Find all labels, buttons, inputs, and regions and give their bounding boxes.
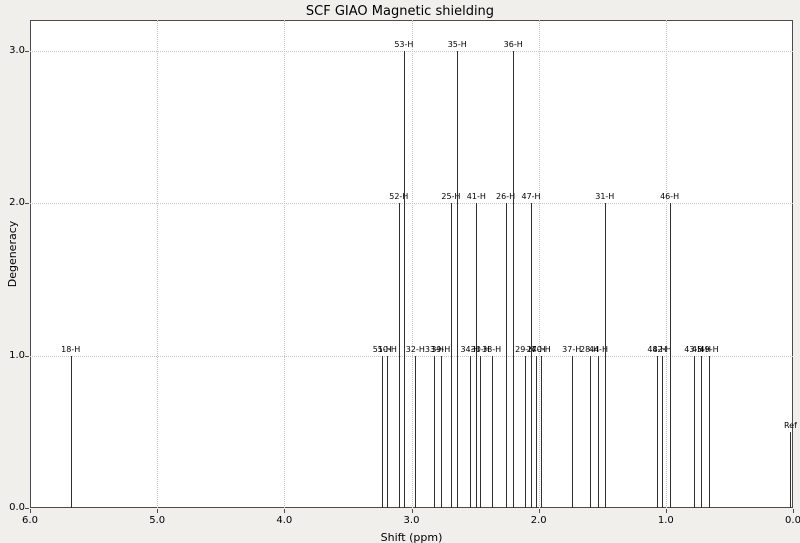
- peak-line: [701, 355, 703, 508]
- peak-label: 49-H: [699, 344, 719, 354]
- peak-line: [491, 355, 493, 508]
- x-axis-title: Shift (ppm): [380, 531, 443, 543]
- x-tick-mark: [538, 509, 540, 513]
- peak-line: [476, 203, 478, 508]
- y-tick-mark: [25, 203, 29, 204]
- peak-line: [536, 355, 538, 508]
- peak-label: 26-H: [496, 192, 516, 201]
- peak-line: [531, 203, 533, 508]
- peak-line: [709, 355, 711, 508]
- peak-line: [541, 355, 543, 508]
- peak-label: 30-H: [470, 344, 490, 354]
- peak-line: [790, 431, 792, 508]
- peak-line: [505, 203, 507, 508]
- y-tick-label: 0.0: [9, 502, 25, 513]
- peak-label: Ref: [783, 420, 797, 430]
- chart-title: SCF GIAO Magnetic shielding: [305, 4, 495, 19]
- y-gridline: [30, 203, 793, 204]
- x-tick-mark: [665, 509, 667, 513]
- x-tick-label: 6.0: [22, 515, 38, 526]
- peak-line: [656, 355, 658, 508]
- peak-label: 18-H: [61, 344, 81, 354]
- x-tick-mark: [157, 509, 159, 513]
- peak-label: 28-H: [579, 344, 600, 354]
- y-gridline: [30, 355, 793, 357]
- peak-label: 47-H: [521, 192, 541, 201]
- x-tick-mark: [793, 509, 794, 513]
- peak-line: [571, 355, 573, 508]
- peak-label: 36-H: [503, 39, 523, 49]
- x-tick-label: 3.0: [403, 515, 420, 526]
- peak-label: 45-H: [691, 344, 711, 354]
- y-tick-mark: [25, 508, 29, 509]
- peak-label: 37-H: [562, 344, 582, 354]
- x-tick-label: 4.0: [276, 515, 293, 526]
- x-tick-mark: [30, 509, 31, 513]
- peak-line: [457, 50, 459, 508]
- peak-line: [524, 355, 526, 508]
- x-gridline: [411, 20, 413, 508]
- peak-line: [450, 203, 452, 508]
- x-tick-mark: [411, 509, 413, 513]
- peak-line: [70, 355, 72, 508]
- x-tick-mark: [284, 509, 286, 513]
- peak-line: [589, 355, 591, 508]
- x-tick-label: 1.0: [657, 515, 674, 526]
- peak-line: [693, 355, 695, 508]
- peak-label: 35-H: [447, 39, 467, 49]
- y-tick-mark: [25, 50, 29, 52]
- y-gridline: [30, 50, 793, 52]
- peak-label: 34-H: [460, 344, 480, 354]
- peak-line: [598, 355, 600, 508]
- peak-line: [604, 203, 606, 508]
- peak-line: [440, 355, 442, 508]
- peak-label: 31-H: [595, 192, 615, 201]
- x-gridline: [538, 20, 540, 508]
- y-axis-title: Degeneracy: [6, 220, 19, 288]
- peak-line: [480, 355, 482, 508]
- peak-line: [403, 50, 405, 508]
- x-tick-label: 2.0: [530, 515, 547, 526]
- peak-label: 42-H: [652, 344, 672, 354]
- y-tick-label: 3.0: [9, 44, 25, 56]
- y-tick-mark: [25, 355, 29, 357]
- peak-label: 46-H: [660, 192, 680, 201]
- plot-wrap: Shift (ppm) 6.0 5.0 4.0 3.0 2.0 1.0 0.0 0.0 1.0 2…: [9, 20, 800, 543]
- peak-label: 52-H: [389, 192, 409, 201]
- peak-label: 27-H: [526, 344, 546, 354]
- peak-line: [415, 355, 417, 508]
- x-gridline: [665, 20, 667, 508]
- peak-label: 40-H: [531, 344, 551, 354]
- peak-label: 50-H: [377, 344, 397, 354]
- x-tick-label: 0.0: [785, 515, 800, 526]
- peak-label: 53-H: [394, 39, 414, 49]
- peak-label: 48-H: [647, 344, 667, 354]
- x-gridline: [284, 20, 286, 508]
- peak-line: [662, 355, 664, 508]
- peak-label: 44-H: [588, 344, 608, 354]
- x-gridline: [157, 20, 159, 508]
- peak-line: [382, 355, 384, 508]
- peak-line: [434, 355, 436, 508]
- peak-line: [398, 203, 400, 508]
- peak-line: [387, 355, 389, 508]
- peak-label: 33-H: [424, 344, 444, 354]
- y-tick-label: 1.0: [9, 349, 25, 361]
- peak-line: [669, 203, 671, 508]
- peak-label: 38-H: [482, 344, 502, 354]
- peak-label: 29-H: [515, 344, 535, 354]
- peak-line: [469, 355, 471, 508]
- peak-label: 43-H: [684, 344, 704, 354]
- y-tick-label: 2.0: [9, 197, 25, 208]
- peak-label: 25-H: [441, 192, 461, 201]
- peak-label: 51-H: [372, 344, 392, 354]
- peak-label: 32-H: [405, 344, 425, 354]
- peak-label: 41-H: [466, 192, 486, 201]
- x-tick-label: 5.0: [149, 515, 166, 526]
- peak-label: 39-H: [431, 344, 451, 354]
- peak-line: [513, 50, 515, 508]
